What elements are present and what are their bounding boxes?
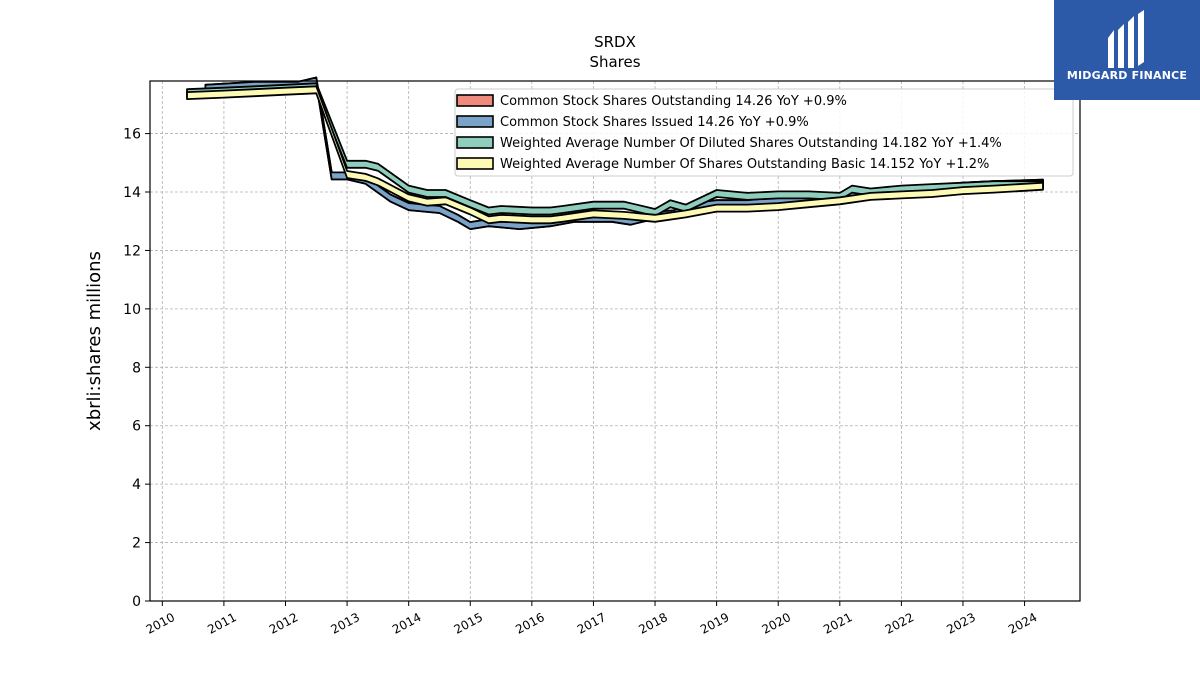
legend-box <box>454 88 1074 177</box>
legend-label: Common Stock Shares Issued 14.26 YoY +0.… <box>500 115 809 130</box>
legend-swatch <box>456 136 494 149</box>
x-tick-label: 2016 <box>513 610 547 637</box>
y-tick-label: 14 <box>123 185 141 201</box>
x-tick-label: 2020 <box>760 610 794 637</box>
legend-label: Weighted Average Number Of Shares Outsta… <box>500 157 989 172</box>
x-tick-label: 2014 <box>390 610 424 637</box>
x-tick-label: 2011 <box>205 610 239 637</box>
y-tick-label: 16 <box>123 127 141 143</box>
x-tick-label: 2012 <box>267 610 301 637</box>
x-tick-label: 2010 <box>144 610 178 637</box>
chart-title: SRDX <box>594 33 636 51</box>
brand-name: MIDGARD FINANCE <box>1066 69 1188 82</box>
legend-swatch <box>456 157 494 170</box>
y-tick-label: 6 <box>132 419 141 435</box>
legend-label: Common Stock Shares Outstanding 14.26 Yo… <box>500 94 847 109</box>
x-tick-label: 2022 <box>883 610 917 637</box>
x-tick-label: 2015 <box>452 610 486 637</box>
x-tick-label: 2018 <box>636 610 670 637</box>
y-tick-label: 4 <box>132 477 141 493</box>
plot-frame <box>149 80 1081 602</box>
y-tick-label: 0 <box>132 594 141 610</box>
y-tick-label: 8 <box>132 360 141 376</box>
x-tick-label: 2017 <box>575 610 609 637</box>
x-tick-label: 2024 <box>1006 610 1040 637</box>
y-tick-label: 2 <box>132 536 141 552</box>
legend-swatch <box>456 115 494 128</box>
y-axis-label: xbrli:shares millions <box>84 251 105 431</box>
brand-mark-icon <box>1108 10 1144 68</box>
chart-subtitle: Shares <box>589 53 640 71</box>
series-band-4 <box>186 85 1044 225</box>
legend-label: Weighted Average Number Of Diluted Share… <box>500 136 1002 151</box>
brand-logo: MIDGARD FINANCE <box>1054 0 1200 100</box>
legend-swatch <box>456 94 494 107</box>
x-tick-label: 2019 <box>698 610 732 637</box>
x-tick-label: 2023 <box>944 610 978 637</box>
y-tick-label: 10 <box>123 302 141 318</box>
x-tick-label: 2021 <box>821 610 855 637</box>
x-tick-label: 2013 <box>328 610 362 637</box>
y-tick-label: 12 <box>123 243 141 259</box>
